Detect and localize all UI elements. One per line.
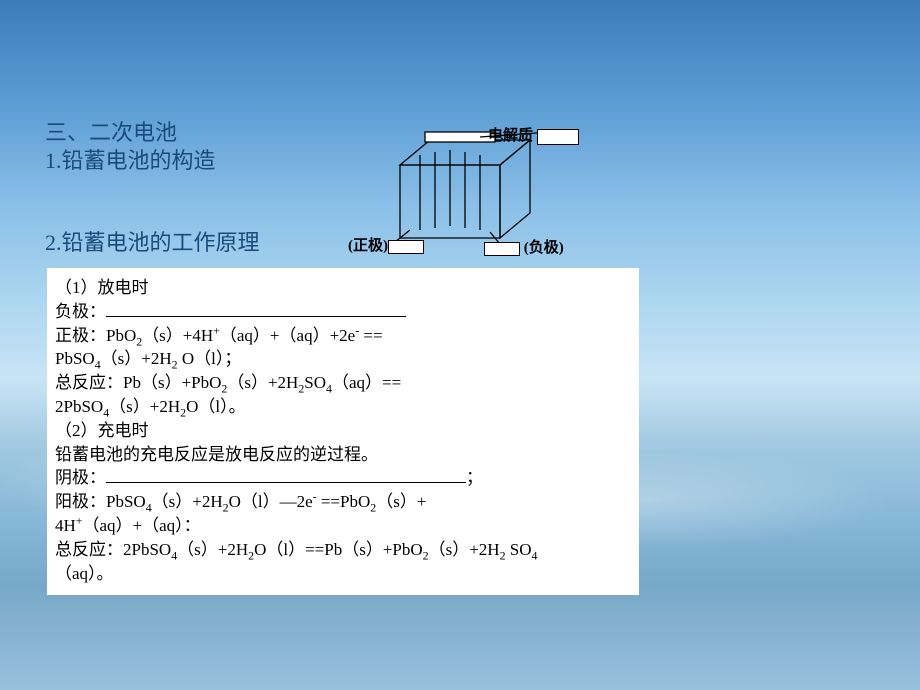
line-10: 阳极：PbSO4（s）+2H2O（l）—2e- ==PbO2（s）+ xyxy=(55,490,631,514)
t: ； xyxy=(466,468,483,487)
line-11: 4H+（aq）+（aq）： xyxy=(55,514,631,538)
line-6: 2PbSO4（s）+2H2O（l）。 xyxy=(55,395,631,419)
neg-blank xyxy=(484,242,520,256)
line-4: PbSO4（s）+2H2 O（l）； xyxy=(55,347,631,371)
battery-diagram: 电解质 (正极) (负极) xyxy=(350,110,630,260)
t: 总反应：Pb（s）+PbO xyxy=(55,373,221,392)
t: （s）+2H xyxy=(152,492,223,511)
l2-pre: 负极： xyxy=(55,302,106,321)
t: （s）+ xyxy=(376,492,426,511)
electrolyte-blank xyxy=(537,129,579,145)
t: （s）+2H xyxy=(177,540,248,559)
pos-text: (正极) xyxy=(348,238,388,254)
t: O（l）—2e xyxy=(229,492,313,511)
t: O（l）==Pb（s）+PbO xyxy=(254,540,423,559)
line-8: 铅蓄电池的充电反应是放电反应的逆过程。 xyxy=(55,443,631,467)
neg-text: (负极) xyxy=(524,240,564,256)
t: SO xyxy=(304,373,326,392)
t: == xyxy=(359,326,382,345)
line-7: （2）充电时 xyxy=(55,419,631,443)
t: （s）+2H xyxy=(227,373,298,392)
t: 阴极： xyxy=(55,468,106,487)
content-box: （1）放电时 负极： 正极：PbO2（s）+4H+（aq）+（aq）+2e- =… xyxy=(47,268,639,595)
t: （aq）+（aq）+2e xyxy=(220,326,355,345)
subheading-1: 1.铅蓄电池的构造 xyxy=(45,143,216,175)
line-12: 总反应：2PbSO4（s）+2H2O（l）==Pb（s）+PbO2（s）+2H2… xyxy=(55,538,631,562)
t: 4H xyxy=(55,516,76,535)
line-13: （aq）。 xyxy=(55,562,631,586)
t: 总反应：2PbSO xyxy=(55,540,171,559)
line-5: 总反应：Pb（s）+PbO2（s）+2H2SO4（aq）== xyxy=(55,371,631,395)
t: （s）+2H xyxy=(101,349,172,368)
t: （aq）+（aq）： xyxy=(83,516,201,535)
t: （s）+4H xyxy=(142,326,213,345)
t: SO xyxy=(506,540,532,559)
t: ==PbO xyxy=(317,492,371,511)
t: 正极：PbO xyxy=(55,326,136,345)
electrolyte-text: 电解质 xyxy=(488,128,533,144)
l9-blank xyxy=(106,466,466,483)
t: （s）+2H xyxy=(109,397,180,416)
t: O（l）； xyxy=(178,349,242,368)
line-2: 负极： xyxy=(55,300,631,324)
t: O（l）。 xyxy=(186,397,246,416)
electrolyte-label: 电解质 xyxy=(488,124,579,145)
l2-blank xyxy=(106,300,406,317)
line-9: 阴极： ； xyxy=(55,466,631,490)
t: （aq）== xyxy=(332,373,401,392)
t: PbSO xyxy=(55,349,95,368)
negative-label: (负极) xyxy=(484,236,564,257)
t: （s）+2H xyxy=(429,540,500,559)
line-3: 正极：PbO2（s）+4H+（aq）+（aq）+2e- == xyxy=(55,324,631,348)
subheading-2: 2.铅蓄电池的工作原理 xyxy=(45,225,260,257)
line-1: （1）放电时 xyxy=(55,276,631,300)
t: 阳极：PbSO xyxy=(55,492,146,511)
positive-label: (正极) xyxy=(348,234,424,255)
t: 2PbSO xyxy=(55,397,103,416)
pos-blank xyxy=(388,240,424,254)
